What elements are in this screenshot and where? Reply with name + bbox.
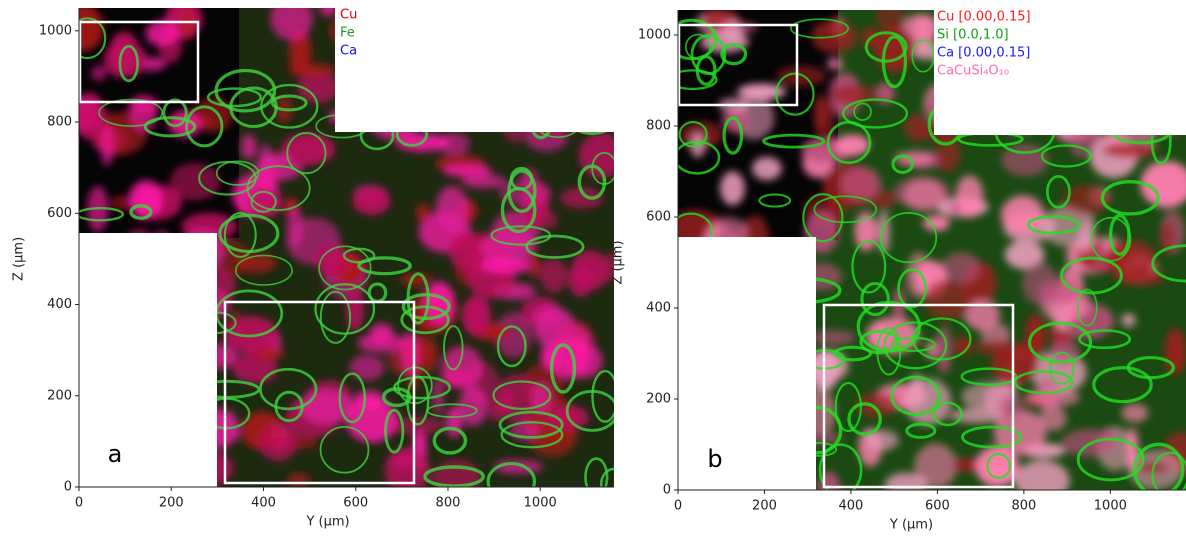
mask-bottom-left <box>79 233 217 487</box>
y-tick-label: 0 <box>64 480 72 495</box>
blob <box>923 215 950 231</box>
x-axis-label: Y (μm) <box>305 515 349 530</box>
blob <box>1062 429 1116 457</box>
y-axis-label: Z (μm) <box>12 237 27 281</box>
y-tick-label: 600 <box>646 210 671 225</box>
y-tick-label: 400 <box>47 297 72 312</box>
blob <box>1165 328 1186 375</box>
y-tick-label: 600 <box>47 206 72 221</box>
blob <box>956 175 984 217</box>
blob <box>91 65 107 81</box>
blob <box>391 416 443 435</box>
y-tick-label: 1000 <box>39 23 72 38</box>
y-tick-label: 400 <box>646 301 671 316</box>
blob <box>1026 314 1045 356</box>
mask-top-right <box>335 8 614 132</box>
blob <box>1122 313 1136 326</box>
x-tick-label: 600 <box>343 496 368 511</box>
x-tick-label: 400 <box>251 496 276 511</box>
x-tick-label: 200 <box>159 496 184 511</box>
blob <box>876 2 905 32</box>
blob <box>241 134 256 159</box>
y-tick-label: 200 <box>646 392 671 407</box>
blob <box>170 163 220 200</box>
x-tick-label: 600 <box>925 499 950 514</box>
blob <box>288 64 337 77</box>
blob <box>1102 143 1157 158</box>
blob <box>501 387 515 415</box>
blob <box>109 31 140 77</box>
blob <box>432 460 481 496</box>
blob <box>462 296 491 336</box>
legend-entry: Cu <box>340 8 357 23</box>
x-axis-label: Y (μm) <box>889 518 933 533</box>
legend-entry: Si [0.0,1.0] <box>937 28 1009 43</box>
blob <box>568 263 594 297</box>
blob <box>357 333 406 352</box>
blob <box>111 195 130 210</box>
blob <box>885 473 928 498</box>
blob <box>903 179 945 211</box>
blob <box>752 157 782 180</box>
blob <box>443 165 493 178</box>
blob <box>855 212 878 251</box>
y-tick-label: 800 <box>646 119 671 134</box>
x-tick-label: 400 <box>839 499 864 514</box>
y-tick-label: 800 <box>47 115 72 130</box>
blob <box>178 8 197 38</box>
blob <box>145 21 178 47</box>
blob <box>810 330 856 345</box>
blob <box>975 340 1018 354</box>
legend-entry: Cu [0.00,0.15] <box>937 10 1031 25</box>
blob <box>416 204 429 222</box>
blob <box>835 134 870 155</box>
blob <box>350 355 385 381</box>
x-tick-label: 800 <box>436 496 461 511</box>
blob <box>936 326 951 374</box>
mask-bottom-left <box>678 237 816 490</box>
blob <box>815 99 835 143</box>
blob <box>999 395 1024 419</box>
x-tick-label: 1000 <box>1094 499 1127 514</box>
blob <box>1014 460 1069 501</box>
blob <box>540 258 567 292</box>
blob <box>129 180 163 219</box>
blob <box>1022 262 1057 305</box>
image <box>54 0 627 499</box>
y-tick-label: 200 <box>47 388 72 403</box>
blob <box>458 386 488 426</box>
panel-label: a <box>108 440 123 468</box>
y-tick-label: 1000 <box>638 28 671 43</box>
blob <box>436 186 468 233</box>
blob <box>352 188 390 215</box>
blob <box>776 66 826 87</box>
panel-label: b <box>707 445 722 473</box>
blob <box>906 252 931 298</box>
blob <box>924 280 972 320</box>
blob <box>722 19 742 42</box>
x-tick-label: 1000 <box>524 496 557 511</box>
blob <box>1121 404 1148 423</box>
legend-entry: Ca [0.00,0.15] <box>937 46 1030 61</box>
blob <box>287 473 311 486</box>
x-tick-label: 0 <box>674 499 682 514</box>
image <box>655 0 1186 505</box>
x-tick-label: 200 <box>752 499 777 514</box>
blob <box>481 257 532 274</box>
blob <box>830 85 877 104</box>
blob <box>720 171 745 205</box>
blob <box>827 58 843 70</box>
x-tick-label: 0 <box>75 496 83 511</box>
blob <box>258 424 298 462</box>
y-axis-label: Z (μm) <box>611 240 626 284</box>
legend-entry: Ca <box>340 44 357 59</box>
legend-entry: Fe <box>340 26 355 41</box>
blob <box>287 206 303 248</box>
legend-entry: CaCuSi₄O₁₀ <box>937 64 1009 79</box>
figure: 0 200 400 600 800 1000 0 200 400 600 800 1000 Y (μm)… <box>0 0 1186 538</box>
blob <box>320 1 337 16</box>
x-tick-label: 800 <box>1011 499 1036 514</box>
blob <box>1001 195 1044 235</box>
y-tick-label: 0 <box>663 483 671 498</box>
